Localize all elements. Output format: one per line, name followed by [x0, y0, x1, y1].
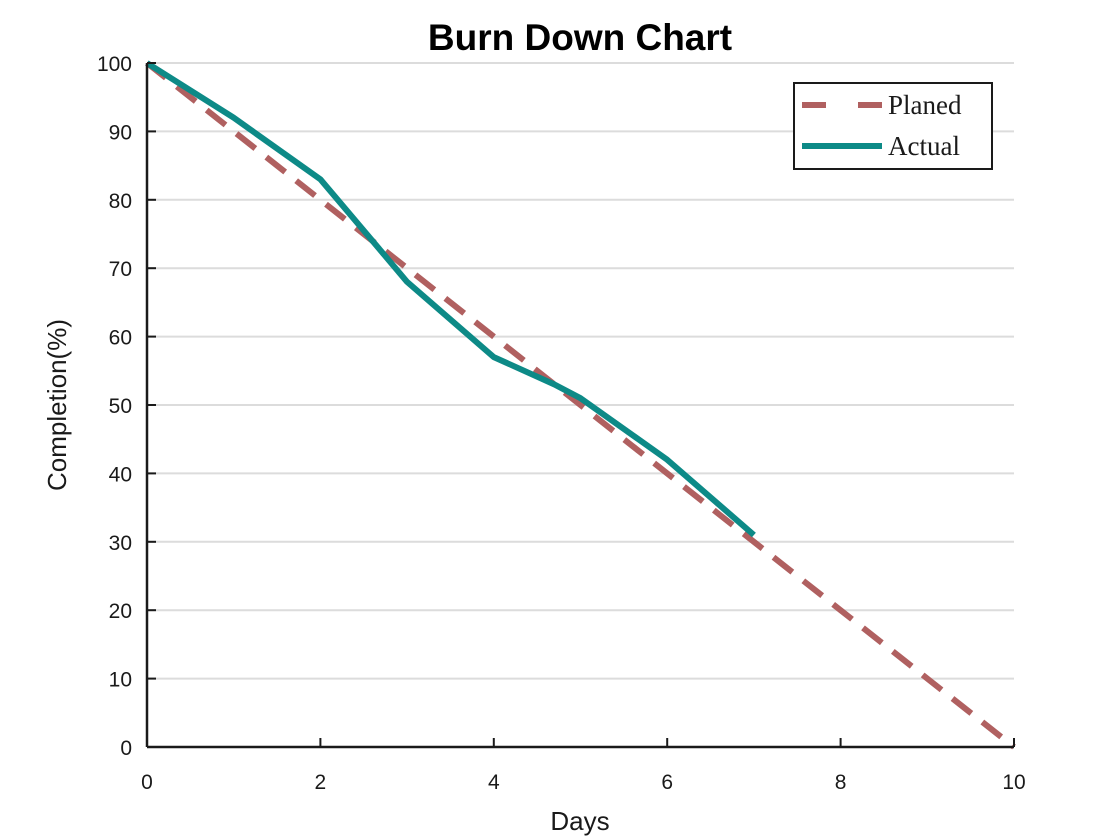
y-tick-label-50: 50: [109, 395, 132, 418]
y-tick-label-30: 30: [109, 532, 132, 555]
legend: Planed Actual: [793, 82, 993, 170]
y-tick-label-80: 80: [109, 190, 132, 213]
y-tick-label-70: 70: [109, 258, 132, 281]
x-tick-label-8: 8: [835, 771, 847, 794]
y-tick-label-60: 60: [109, 327, 132, 350]
series-line-actual: [145, 60, 756, 538]
x-tick-label-6: 6: [661, 771, 673, 794]
y-tick-label-10: 10: [109, 669, 132, 692]
series-line-planed: [145, 60, 1016, 750]
y-axis-label: Completion(%): [42, 319, 72, 491]
y-tick-label-20: 20: [109, 600, 132, 623]
series-lines: [145, 60, 1016, 750]
legend-label-actual: Actual: [888, 131, 960, 161]
y-tick-label-40: 40: [109, 463, 132, 486]
x-tick-label-0: 0: [141, 771, 153, 794]
chart-title: Burn Down Chart: [428, 17, 732, 58]
x-tick-label-2: 2: [315, 771, 327, 794]
x-tick-label-4: 4: [488, 771, 500, 794]
y-tick-label-90: 90: [109, 121, 132, 144]
y-ticks: 0 10 20 30 40 50 60 70 80 90 100: [97, 53, 156, 760]
legend-label-planed: Planed: [888, 90, 962, 120]
x-ticks: 0 2 4 6 8 10: [141, 738, 1026, 794]
legend-box: [793, 82, 993, 170]
y-tick-label-0: 0: [120, 737, 132, 760]
x-tick-label-10: 10: [1002, 771, 1025, 794]
x-axis-label: Days: [550, 806, 609, 836]
y-tick-label-100: 100: [97, 53, 132, 76]
